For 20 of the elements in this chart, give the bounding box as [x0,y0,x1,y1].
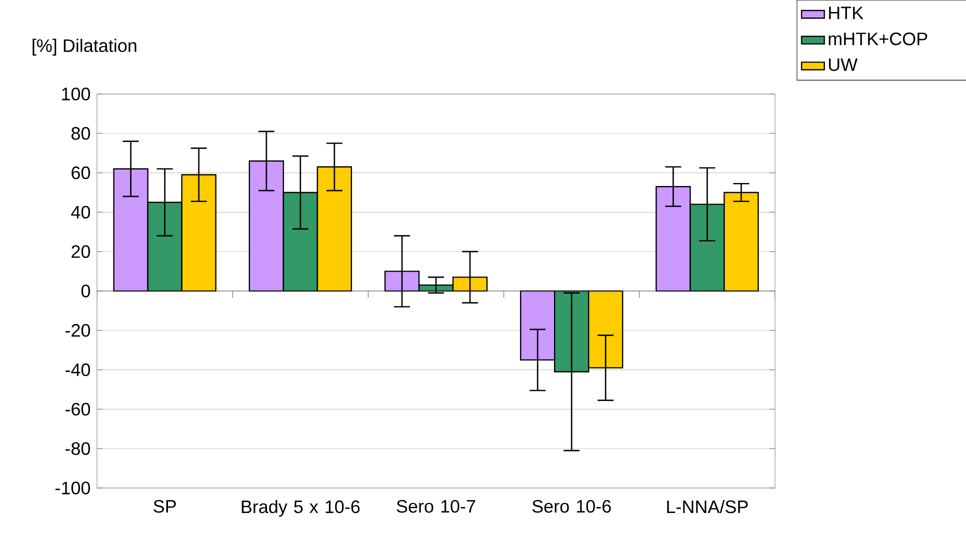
y-tick-label: 20 [72,245,90,258]
y-tick-label: -80 [66,442,90,455]
x-tick-label: L-NNA/SP [667,500,748,514]
y-axis-title: [%] Dilatation [32,38,136,56]
y-tick-label: -40 [66,363,90,376]
y-tick-label: -60 [66,402,90,416]
legend-label: mHTK+COP [828,32,928,46]
legend-label: HTK [829,6,864,20]
x-tick-label: Sero 10-6 [532,500,611,513]
y-tick-label: -20 [66,324,90,337]
y-tick-label: 100 [62,88,90,100]
y-tick-label: -100 [56,482,90,494]
x-tick-label: SP [154,500,176,513]
y-tick-label: 80 [71,127,90,140]
legend-label: UW [828,58,858,71]
y-tick-label: 0 [81,284,90,298]
y-tick-label: 60 [72,166,90,180]
x-tick-label: Brady 5 x 10-6 [242,500,360,517]
y-tick-label: 40 [71,206,90,219]
x-tick-label: Sero 10-7 [396,500,476,513]
